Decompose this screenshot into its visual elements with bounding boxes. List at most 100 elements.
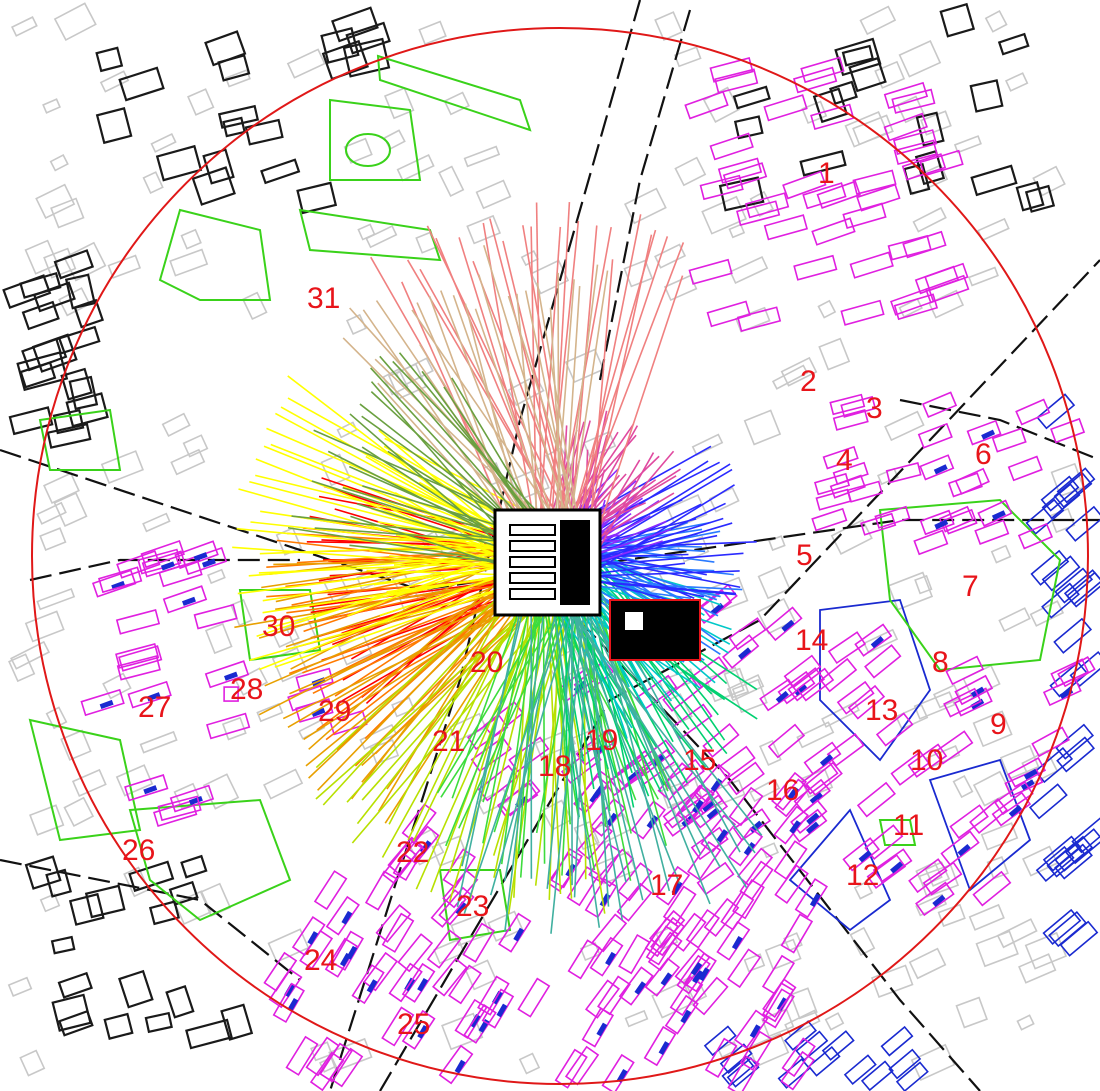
building [52,408,85,435]
building [256,702,284,723]
marker [781,619,795,632]
building [53,249,95,280]
building [674,156,707,187]
road-edge [598,9,692,381]
building [564,348,605,384]
building [673,46,702,68]
marker [692,799,704,814]
residential-building [914,265,960,295]
building [701,195,747,235]
building [718,176,765,212]
shadow-ray [517,570,541,854]
building [36,587,76,611]
building [749,778,781,803]
residential-building [481,988,515,1029]
marker [933,464,948,475]
building [796,721,835,749]
marker [858,850,872,863]
building [812,87,849,124]
marker [731,935,743,950]
residential-building [739,860,774,901]
building [24,239,59,275]
building [1056,467,1096,504]
residential-building [875,712,914,747]
residential-building [566,866,600,907]
residential-building [810,103,855,131]
marker [188,795,203,806]
marker [738,647,752,660]
residential-building [1017,522,1054,550]
building [743,953,766,973]
residential-building [115,608,161,635]
building [888,1048,922,1080]
building [910,1043,956,1082]
district-outline [788,808,892,932]
building [128,860,175,893]
residential-building [204,660,250,689]
residential-building [759,678,798,712]
public-building [298,208,442,262]
building [998,607,1031,632]
marker [743,842,756,856]
building [244,118,284,146]
building [624,1009,649,1028]
residential-building [597,848,635,888]
building [1028,783,1068,820]
residential-building [589,936,624,977]
building [1035,845,1075,883]
building [759,739,782,767]
building [747,1032,790,1068]
zone-label-6: 6 [975,438,992,471]
building [63,241,107,282]
building [150,132,177,153]
building [71,768,107,797]
zone-label-23: 23 [456,890,489,923]
building [1055,723,1095,760]
shadow-ray [565,578,644,901]
building [475,179,512,210]
residential-building [783,654,822,689]
building [1053,617,1093,654]
residential-building [644,917,680,958]
residential-building [272,982,305,1024]
building [45,868,72,898]
shadow-ray [482,222,541,557]
building [365,225,398,249]
building [918,863,960,898]
marker [957,843,971,857]
building [170,448,206,476]
residential-building [782,170,827,200]
site-building [625,612,643,630]
building [99,70,130,93]
building [387,363,427,400]
zone-label-27: 27 [138,691,171,724]
residential-building [351,964,385,1005]
zone-label-11: 11 [893,809,924,842]
building [1042,908,1082,945]
residential-building [969,798,1009,835]
residential-building [854,623,893,657]
building [518,1052,541,1075]
building [39,893,61,913]
residential-building [822,445,859,470]
building [817,299,837,319]
building [95,46,124,73]
building [16,351,69,392]
marker [658,1041,670,1055]
building [2,274,52,309]
building [438,165,465,198]
shadow-ray [234,573,542,629]
building [654,243,687,269]
building [418,20,447,46]
building [84,884,126,919]
building [57,971,93,999]
building [912,206,947,233]
marker [981,429,996,440]
residential-building [325,895,360,936]
zone-label-20: 20 [470,646,503,679]
residential-building [722,162,768,190]
residential-building [706,300,751,328]
zone-label-17: 17 [650,869,683,902]
marker [160,561,175,571]
residential-building [331,930,364,971]
